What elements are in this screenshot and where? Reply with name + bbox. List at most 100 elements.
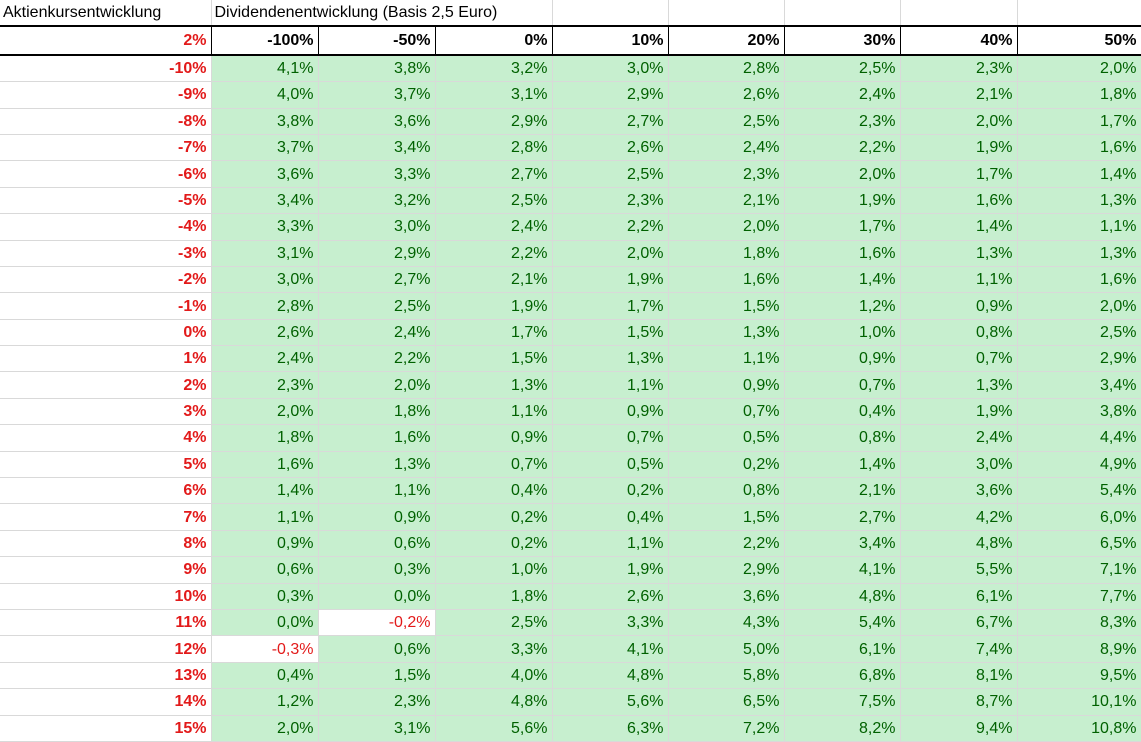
value-cell[interactable]: 1,6% bbox=[900, 187, 1018, 215]
value-cell[interactable]: 3,7% bbox=[318, 81, 436, 109]
row-label-cell[interactable]: -5% bbox=[0, 187, 212, 215]
value-cell[interactable]: 2,4% bbox=[318, 319, 436, 347]
value-cell[interactable]: 0,2% bbox=[435, 503, 553, 531]
value-cell[interactable]: 1,7% bbox=[784, 213, 901, 241]
value-cell[interactable]: 1,5% bbox=[435, 345, 553, 373]
empty-cell[interactable] bbox=[784, 0, 901, 27]
value-cell[interactable]: 5,4% bbox=[1017, 477, 1141, 505]
value-cell[interactable]: 0,2% bbox=[435, 530, 553, 558]
value-cell[interactable]: 6,5% bbox=[668, 688, 785, 716]
value-cell[interactable]: 1,1% bbox=[211, 503, 319, 531]
value-cell[interactable]: 2,0% bbox=[318, 371, 436, 399]
value-cell[interactable]: 9,4% bbox=[900, 715, 1018, 742]
value-cell[interactable]: 1,6% bbox=[784, 240, 901, 267]
value-cell[interactable]: 0,8% bbox=[668, 477, 785, 505]
value-cell[interactable]: 0,9% bbox=[900, 292, 1018, 320]
value-cell[interactable]: 3,2% bbox=[318, 187, 436, 215]
value-cell[interactable]: 1,1% bbox=[435, 398, 553, 426]
value-cell[interactable]: 1,6% bbox=[1017, 266, 1141, 294]
value-cell[interactable]: 1,6% bbox=[318, 424, 436, 452]
value-cell[interactable]: 4,1% bbox=[784, 556, 901, 584]
value-cell[interactable]: 4,2% bbox=[900, 503, 1018, 531]
value-cell[interactable]: 2,0% bbox=[1017, 54, 1141, 83]
value-cell[interactable]: 4,4% bbox=[1017, 424, 1141, 452]
value-cell[interactable]: 3,3% bbox=[435, 635, 553, 663]
value-cell[interactable]: 10,1% bbox=[1017, 688, 1141, 716]
value-cell[interactable]: 2,7% bbox=[318, 266, 436, 294]
value-cell[interactable]: 0,8% bbox=[900, 319, 1018, 347]
row-label-cell[interactable]: 2% bbox=[0, 371, 212, 399]
value-cell[interactable]: 3,3% bbox=[318, 160, 436, 188]
value-cell[interactable]: 0,4% bbox=[552, 503, 669, 531]
value-cell[interactable]: 1,0% bbox=[435, 556, 553, 584]
value-cell[interactable]: 2,7% bbox=[552, 108, 669, 135]
value-cell[interactable]: 0,5% bbox=[668, 424, 785, 452]
value-cell[interactable]: 2,9% bbox=[552, 81, 669, 109]
value-cell[interactable]: 2,6% bbox=[552, 583, 669, 611]
value-cell[interactable]: 0,8% bbox=[784, 424, 901, 452]
value-cell[interactable]: 1,7% bbox=[435, 319, 553, 347]
value-cell[interactable]: 2,9% bbox=[435, 108, 553, 135]
value-cell[interactable]: 10,8% bbox=[1017, 715, 1141, 742]
value-cell[interactable]: 2,2% bbox=[552, 213, 669, 241]
row-label-cell[interactable]: -8% bbox=[0, 108, 212, 135]
value-cell[interactable]: 7,4% bbox=[900, 635, 1018, 663]
value-cell[interactable]: 7,5% bbox=[784, 688, 901, 716]
value-cell[interactable]: 0,7% bbox=[552, 424, 669, 452]
value-cell[interactable]: 6,5% bbox=[1017, 530, 1141, 558]
value-cell[interactable]: 1,2% bbox=[784, 292, 901, 320]
column-header-cell[interactable]: 10% bbox=[552, 25, 669, 56]
value-cell[interactable]: 3,3% bbox=[552, 609, 669, 637]
value-cell[interactable]: 1,3% bbox=[318, 451, 436, 479]
column-header-cell[interactable]: 20% bbox=[668, 25, 785, 56]
value-cell[interactable]: 3,7% bbox=[211, 134, 319, 162]
row-label-cell[interactable]: -1% bbox=[0, 292, 212, 320]
row-label-cell[interactable]: 11% bbox=[0, 609, 212, 637]
value-cell[interactable]: 2,2% bbox=[318, 345, 436, 373]
row-label-cell[interactable]: -6% bbox=[0, 160, 212, 188]
value-cell[interactable]: 2,9% bbox=[318, 240, 436, 267]
value-cell[interactable]: 3,2% bbox=[435, 54, 553, 83]
value-cell[interactable]: 3,1% bbox=[318, 715, 436, 742]
value-cell[interactable]: 5,4% bbox=[784, 609, 901, 637]
value-cell[interactable]: 1,5% bbox=[668, 292, 785, 320]
value-cell[interactable]: 3,3% bbox=[211, 213, 319, 241]
row-label-cell[interactable]: 8% bbox=[0, 530, 212, 558]
value-cell[interactable]: 2,4% bbox=[668, 134, 785, 162]
value-cell[interactable]: 0,0% bbox=[211, 609, 319, 637]
column-header-cell[interactable]: -50% bbox=[318, 25, 436, 56]
value-cell[interactable]: 1,7% bbox=[552, 292, 669, 320]
value-cell[interactable]: 2,0% bbox=[668, 213, 785, 241]
value-cell[interactable]: 2,0% bbox=[1017, 292, 1141, 320]
value-cell[interactable]: 2,3% bbox=[784, 108, 901, 135]
value-cell[interactable]: 1,5% bbox=[318, 662, 436, 690]
column-header-cell[interactable]: -100% bbox=[211, 25, 319, 56]
value-cell[interactable]: 0,6% bbox=[211, 556, 319, 584]
value-cell[interactable]: 1,8% bbox=[211, 424, 319, 452]
value-cell[interactable]: 0,9% bbox=[784, 345, 901, 373]
value-cell[interactable]: 0,2% bbox=[552, 477, 669, 505]
value-cell[interactable]: 2,9% bbox=[668, 556, 785, 584]
value-cell[interactable]: 2,5% bbox=[435, 187, 553, 215]
empty-cell[interactable] bbox=[668, 0, 785, 27]
value-cell[interactable]: 8,7% bbox=[900, 688, 1018, 716]
value-cell[interactable]: 3,8% bbox=[1017, 398, 1141, 426]
value-cell[interactable]: 2,5% bbox=[784, 54, 901, 83]
value-cell[interactable]: 8,3% bbox=[1017, 609, 1141, 637]
value-cell[interactable]: 3,6% bbox=[900, 477, 1018, 505]
value-cell[interactable]: 2,5% bbox=[552, 160, 669, 188]
value-cell[interactable]: 2,8% bbox=[211, 292, 319, 320]
value-cell[interactable]: 8,9% bbox=[1017, 635, 1141, 663]
row-label-cell[interactable]: -10% bbox=[0, 54, 212, 83]
value-cell[interactable]: 1,4% bbox=[784, 451, 901, 479]
value-cell[interactable]: 1,4% bbox=[1017, 160, 1141, 188]
value-cell[interactable]: 3,4% bbox=[318, 134, 436, 162]
value-cell[interactable]: 2,5% bbox=[318, 292, 436, 320]
value-cell[interactable]: 0,9% bbox=[668, 371, 785, 399]
value-cell[interactable]: 2,4% bbox=[435, 213, 553, 241]
value-cell[interactable]: 0,6% bbox=[318, 635, 436, 663]
value-cell[interactable]: 1,9% bbox=[900, 134, 1018, 162]
value-cell[interactable]: 1,8% bbox=[668, 240, 785, 267]
value-cell[interactable]: 8,1% bbox=[900, 662, 1018, 690]
value-cell[interactable]: 6,3% bbox=[552, 715, 669, 742]
